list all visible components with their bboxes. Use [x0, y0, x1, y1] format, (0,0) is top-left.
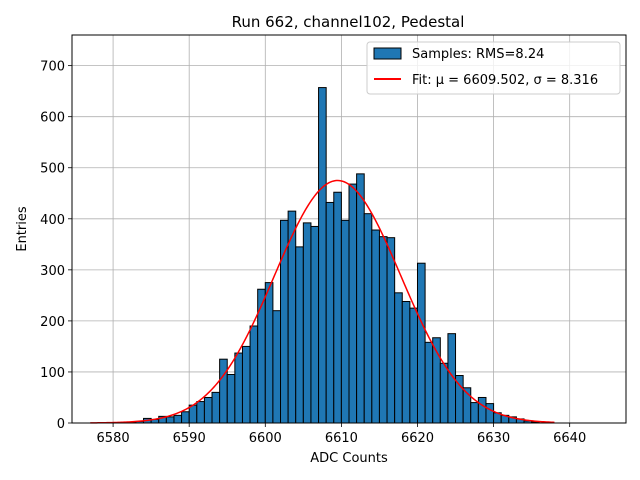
x-tick-label: 6600 [249, 431, 282, 446]
histogram-bar [371, 229, 380, 424]
histogram-bar [416, 262, 426, 424]
histogram-bar [264, 282, 274, 424]
histogram-bar [302, 222, 312, 424]
histogram-bar [424, 341, 434, 424]
histogram-bar [318, 87, 327, 424]
x-tick-label: 6610 [325, 431, 358, 446]
histogram-bar [477, 396, 487, 424]
histogram-bar [378, 236, 388, 424]
x-tick-label: 6630 [477, 431, 510, 446]
x-tick-label: 6580 [97, 431, 130, 446]
legend: Samples: RMS=8.24 Fit: μ = 6609.502, σ =… [366, 41, 621, 95]
y-axis-label: Entries [15, 206, 30, 252]
histogram-bar [401, 300, 411, 424]
histogram-bar [181, 411, 190, 424]
histogram-bar [219, 358, 228, 424]
fit-curve [90, 179, 555, 424]
histogram-bar [226, 374, 236, 424]
x-tick-label: 6590 [173, 431, 206, 446]
y-tick-label: 500 [40, 162, 65, 177]
histogram-bar [188, 404, 198, 424]
x-axis-ticks: 6580 6590 6600 6610 6620 6630 6640 [97, 423, 586, 446]
histogram-bar [333, 191, 342, 424]
histogram-bar [356, 173, 365, 424]
histogram-bar [470, 402, 479, 424]
histogram-bar [241, 345, 251, 424]
histogram-bar [394, 292, 403, 424]
grid-lines [72, 35, 626, 424]
x-axis-label: ADC Counts [310, 451, 388, 466]
histogram-bar [439, 362, 449, 424]
histogram-bar [295, 246, 304, 424]
histogram-bar [363, 213, 373, 424]
histogram-bar [272, 310, 282, 424]
x-tick-label: 6620 [401, 431, 434, 446]
plot-frame [71, 34, 627, 424]
y-tick-label: 0 [57, 417, 65, 432]
y-tick-label: 200 [40, 315, 65, 330]
y-tick-label: 600 [40, 111, 65, 126]
histogram-bar [485, 403, 495, 424]
histogram-bar [310, 225, 320, 424]
chart-title: Run 662, channel102, Pedestal [232, 13, 465, 31]
y-tick-label: 100 [40, 366, 65, 381]
histogram-bar [280, 219, 289, 424]
legend-label-fit: Fit: μ = 6609.502, σ = 8.316 [412, 73, 598, 88]
histogram-bar [249, 325, 259, 424]
histogram-bar [348, 183, 358, 424]
y-tick-label: 700 [40, 60, 65, 75]
legend-label-samples: Samples: RMS=8.24 [412, 47, 544, 62]
legend-box [366, 41, 621, 95]
y-tick-label: 300 [40, 264, 65, 279]
histogram-bar [234, 352, 243, 424]
histogram-bar [325, 201, 335, 424]
y-tick-label: 400 [40, 213, 65, 228]
y-axis-ticks: 0 100 200 300 400 500 600 700 [40, 60, 72, 432]
histogram-bar [165, 416, 175, 424]
histogram-bar [173, 414, 183, 424]
histogram-bars [127, 87, 540, 424]
histogram-bar [203, 396, 213, 424]
legend-swatch-samples [373, 47, 402, 60]
histogram-bar [409, 307, 418, 424]
histogram-bar [211, 391, 221, 424]
histogram-bar [386, 237, 396, 424]
histogram-bar [196, 401, 205, 424]
histogram-bar [257, 288, 266, 424]
histogram-bar [340, 219, 350, 424]
x-tick-label: 6640 [553, 431, 586, 446]
